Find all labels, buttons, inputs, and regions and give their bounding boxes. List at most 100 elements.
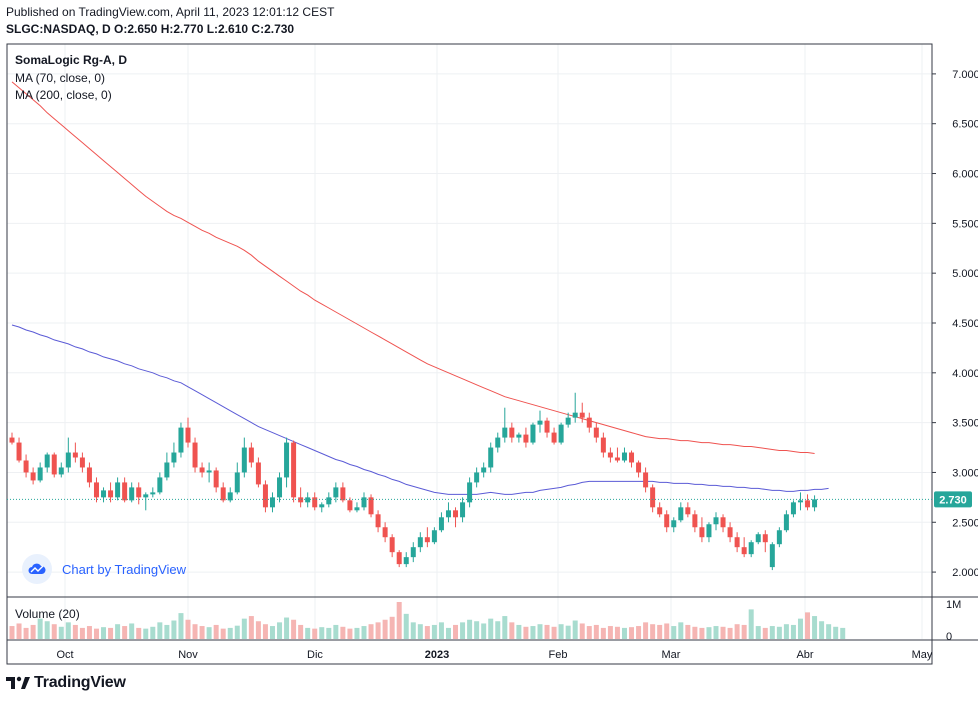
candle-body bbox=[516, 434, 522, 438]
volume-bar bbox=[664, 623, 670, 639]
ma70-path bbox=[11, 324, 829, 495]
candle-body bbox=[769, 544, 775, 568]
price-tick-label: 3.000 bbox=[952, 467, 978, 479]
volume-bar bbox=[685, 624, 691, 639]
candle-body bbox=[488, 447, 494, 468]
candle-body bbox=[298, 497, 304, 503]
candle-body bbox=[319, 504, 325, 508]
volume-bar bbox=[495, 621, 501, 639]
candle-body bbox=[579, 412, 585, 418]
volume-bar bbox=[797, 618, 803, 639]
volume-bar bbox=[551, 626, 557, 639]
volume-bar bbox=[812, 616, 818, 639]
candle-body bbox=[734, 537, 740, 548]
volume-bar bbox=[23, 627, 29, 639]
volume-bar bbox=[157, 622, 163, 639]
volume-bar bbox=[516, 624, 522, 639]
volume-bar bbox=[30, 624, 36, 639]
candle-body bbox=[375, 514, 381, 528]
candle-body bbox=[629, 452, 635, 463]
candle-body bbox=[347, 500, 353, 511]
candle-body bbox=[706, 524, 712, 538]
volume-bar bbox=[164, 624, 170, 639]
volume-bar bbox=[657, 624, 663, 639]
volume-bar bbox=[614, 626, 620, 639]
candle-body bbox=[565, 417, 571, 425]
candle-body bbox=[410, 547, 416, 558]
tradingview-logo-icon bbox=[6, 676, 30, 689]
tradingview-logo[interactable]: TradingView bbox=[6, 674, 126, 692]
candlesticks bbox=[9, 392, 818, 571]
volume-bar bbox=[460, 622, 466, 639]
volume-bar bbox=[621, 627, 627, 639]
price-tick-label: 5.000 bbox=[952, 268, 978, 280]
volume-bar bbox=[37, 618, 43, 639]
candle-body bbox=[30, 472, 36, 481]
chart-by-tradingview-link[interactable]: Chart by TradingView bbox=[22, 554, 186, 584]
volume-bar bbox=[9, 626, 15, 639]
ma200-path bbox=[11, 81, 815, 454]
volume-bar bbox=[227, 627, 233, 639]
volume-bar bbox=[199, 626, 205, 639]
ma200-line bbox=[11, 81, 815, 454]
volume-bar bbox=[502, 616, 508, 639]
price-axis: 7.000 6.500 6.000 5.500 5.000 4.500 4.000 3.500… bbox=[932, 69, 978, 643]
candle-body bbox=[509, 427, 515, 438]
candle-body bbox=[115, 482, 121, 498]
candle-body bbox=[600, 437, 606, 453]
price-tick-label: 3.500 bbox=[952, 418, 978, 430]
volume-bar bbox=[790, 624, 796, 639]
candle-body bbox=[748, 542, 754, 555]
volume-bar bbox=[474, 621, 480, 639]
volume-bar bbox=[530, 626, 536, 639]
price-tick-label: 7.000 bbox=[952, 69, 978, 81]
candle-body bbox=[178, 427, 184, 453]
time-axis: Oct Nov Dic 2023 Feb Mar Abr May bbox=[56, 649, 932, 661]
price-tick-label: 2.000 bbox=[952, 567, 978, 579]
volume-bar bbox=[368, 624, 374, 639]
volume-bar bbox=[262, 624, 268, 639]
candle-body bbox=[354, 507, 360, 511]
candle-body bbox=[86, 467, 92, 483]
candle-body bbox=[227, 492, 233, 501]
candle-body bbox=[262, 484, 268, 508]
volume-bar bbox=[150, 626, 156, 639]
candle-body bbox=[692, 514, 698, 528]
volume-bar bbox=[326, 627, 332, 639]
candle-body bbox=[108, 490, 114, 498]
volume-bar bbox=[445, 627, 451, 639]
candle-body bbox=[445, 510, 451, 518]
volume-bar bbox=[762, 627, 768, 639]
candle-body bbox=[678, 507, 684, 521]
candle-body bbox=[326, 497, 332, 505]
candle-body bbox=[762, 534, 768, 543]
candle-body bbox=[72, 452, 78, 458]
volume-bar bbox=[629, 627, 635, 639]
volume-bar bbox=[347, 628, 353, 639]
candle-body bbox=[495, 437, 501, 448]
candle-body bbox=[136, 487, 142, 498]
volume-bar bbox=[650, 624, 656, 639]
volume-bar bbox=[115, 624, 121, 639]
volume-bar bbox=[699, 627, 705, 639]
candle-body bbox=[614, 457, 620, 461]
chart-border bbox=[6, 43, 933, 665]
volume-bar bbox=[206, 627, 212, 639]
candle-body bbox=[143, 494, 149, 498]
candle-body bbox=[248, 447, 254, 463]
candle-body bbox=[382, 527, 388, 538]
volume-bar bbox=[783, 624, 789, 639]
last-price-line: 2.730 bbox=[7, 491, 972, 508]
candle-body bbox=[255, 462, 261, 485]
candle-body bbox=[643, 472, 649, 488]
volume-bar bbox=[333, 624, 339, 639]
legend-title: SomaLogic Rg-A, D bbox=[15, 53, 128, 67]
volume-bar bbox=[741, 624, 747, 639]
price-tick-label: 4.000 bbox=[952, 368, 978, 380]
candle-body bbox=[164, 462, 170, 478]
candle-body bbox=[129, 487, 135, 501]
volume-bar bbox=[108, 627, 114, 639]
chart-by-label: Chart by TradingView bbox=[62, 561, 187, 577]
volume-bar bbox=[220, 628, 226, 639]
